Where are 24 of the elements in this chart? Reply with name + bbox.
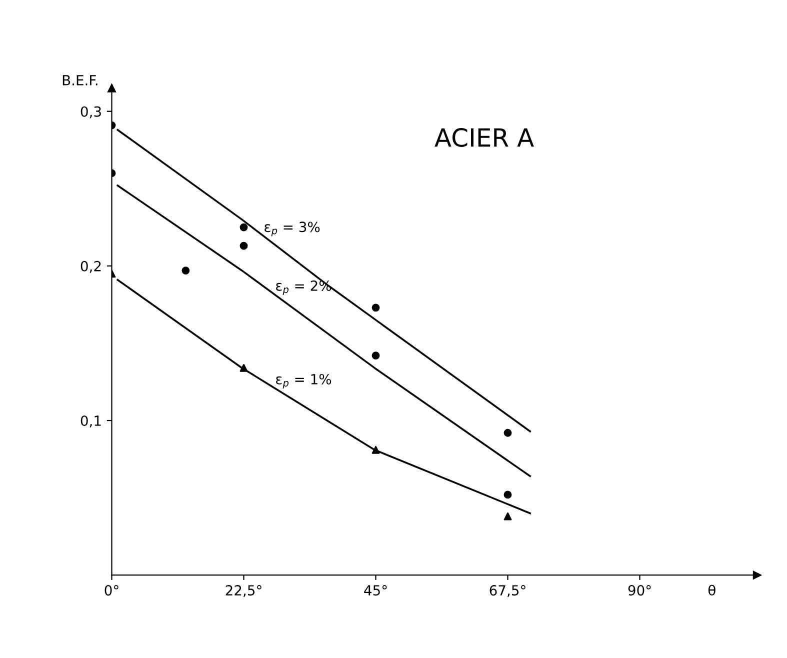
line-series xyxy=(116,278,531,514)
x-tick-label: 67,5° xyxy=(490,585,526,597)
y-tick-label: 0,2 xyxy=(80,260,101,273)
point xyxy=(372,446,380,454)
series-label: ε$_{p}$ = 3% xyxy=(264,222,320,236)
y-tick-label: 0,1 xyxy=(80,415,101,428)
y-tick-label: 0,3 xyxy=(80,106,101,118)
x-tick-label: 45° xyxy=(364,585,387,596)
x-tick-label: 0° xyxy=(104,585,118,596)
point xyxy=(372,352,380,360)
text: ACIER A xyxy=(434,128,534,147)
point xyxy=(240,223,248,232)
x-tick-label: 22,5° xyxy=(226,585,262,597)
point xyxy=(504,512,512,520)
x-axis-title: θ xyxy=(708,584,716,596)
y-axis-title: B.E.F. xyxy=(62,75,98,86)
series-label: ε$_{p}$ = 1% xyxy=(276,374,332,389)
point xyxy=(240,242,248,250)
x-tick-label: 90° xyxy=(628,585,651,596)
line-series xyxy=(116,184,531,478)
point xyxy=(240,364,248,372)
point xyxy=(504,490,512,499)
point xyxy=(372,304,380,312)
point xyxy=(504,428,512,437)
